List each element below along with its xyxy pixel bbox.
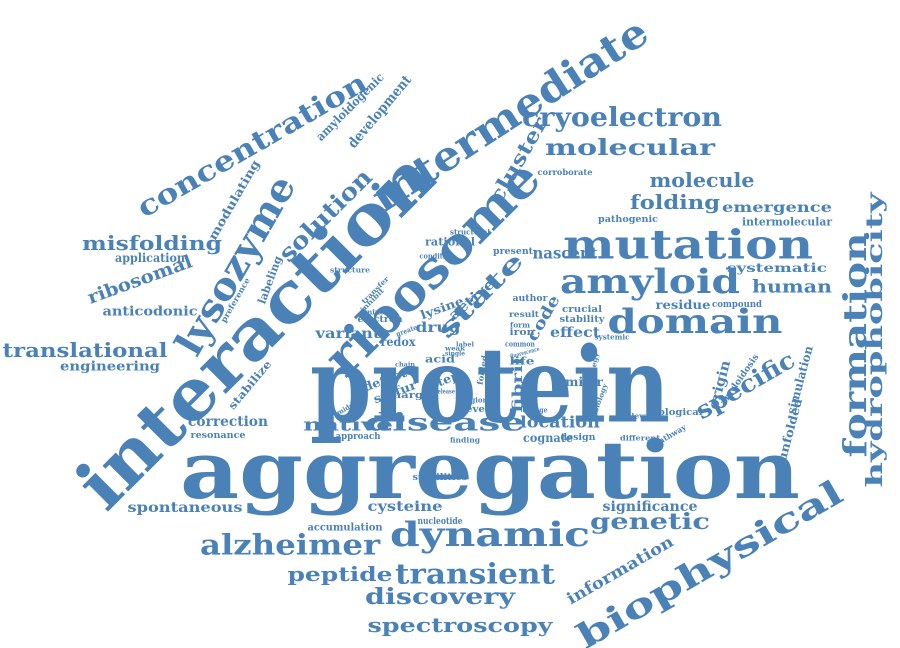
word-reveal: reveal — [461, 405, 497, 415]
word-common: common — [505, 340, 535, 349]
word-relevant: relevant — [623, 412, 659, 421]
word-peptide: peptide — [288, 562, 393, 586]
word-nascent: nascent — [533, 244, 599, 263]
word-release: release — [435, 389, 455, 396]
word-nucleotide: nucleotide — [418, 517, 463, 527]
word-accumulation: accumulation — [308, 523, 384, 534]
word-disease: disease — [365, 408, 525, 437]
word-pathogenic: pathogenic — [598, 215, 659, 225]
word-approach: approach — [336, 432, 381, 442]
word-structural: structural — [450, 228, 490, 237]
word-engineering: engineering — [60, 360, 160, 375]
word-single: single — [445, 351, 465, 358]
word-dynamic: dynamic — [390, 515, 590, 555]
word-charge: charge — [386, 391, 431, 401]
word-chain: chain — [395, 362, 416, 369]
word-mutation: mutation — [563, 222, 813, 269]
word-misfolding: misfolding — [82, 231, 222, 255]
word-different: different — [620, 434, 661, 443]
word-finding: finding — [450, 436, 480, 445]
word-amyloid: amyloid — [560, 262, 740, 302]
word-anticodonic: anticodonic — [103, 305, 198, 320]
word-stabilities: stabilities — [413, 473, 468, 483]
word-redox: redox — [381, 335, 417, 349]
word-intermolecular: intermolecular — [742, 216, 832, 229]
word-native: native — [303, 415, 393, 436]
word-alzheimer: alzheimer — [200, 529, 381, 562]
word-cloud-words: proteinaggregationinteractionribosomeint… — [3, 8, 889, 648]
word-hydrophobicity: hydrophobicity — [862, 191, 888, 488]
word-correction: correction — [188, 414, 268, 430]
word-acid: acid — [425, 355, 455, 366]
word-protein: protein — [310, 324, 670, 447]
word-label: label — [456, 342, 475, 349]
word-stability: stability — [560, 315, 606, 325]
word-formation: formation — [836, 233, 874, 458]
word-corroborate: corroborate — [538, 167, 593, 177]
word-systemic: systemic — [595, 333, 630, 342]
word-fibril: fibril — [510, 358, 526, 413]
word-condition: condition — [420, 252, 455, 261]
word-change: change — [523, 406, 548, 415]
word-folding: folding — [630, 190, 720, 214]
word-similar: similar — [553, 375, 604, 389]
word-resonance: resonance — [191, 431, 246, 441]
word-result: result — [509, 309, 539, 319]
word-cysteine: cysteine — [368, 499, 443, 515]
word-electron: electron — [358, 315, 403, 325]
word-emergence: emergence — [722, 200, 832, 216]
word-structure: structure — [330, 266, 371, 275]
word-systematic: systematic — [727, 261, 827, 275]
word-biological: biological — [648, 408, 704, 418]
word-present: present — [493, 247, 534, 257]
word-discovery: discovery — [365, 584, 517, 610]
word-cryoelectron: cryoelectron — [522, 103, 722, 133]
word-iron: iron — [510, 328, 536, 338]
word-molecule: molecule — [650, 168, 755, 192]
word-genetic: genetic — [590, 509, 710, 535]
word-location: location — [520, 413, 600, 432]
word-specific: specific — [690, 345, 800, 425]
word-author: author — [513, 294, 548, 304]
word-variant: variant — [314, 326, 381, 342]
word-mineral: mineral — [365, 308, 395, 317]
word-molecular: molecular — [545, 135, 716, 161]
word-significance: significance — [603, 499, 698, 515]
word-life: life — [510, 357, 535, 368]
word-cognate: cognate — [523, 431, 573, 445]
word-domain: domain — [608, 302, 783, 342]
word-form: form — [510, 321, 531, 330]
word-weak: weak — [444, 346, 466, 353]
word-translational: translational — [3, 338, 168, 362]
word-transient: transient — [395, 558, 555, 591]
word-application: application — [115, 251, 185, 265]
word-aggregation: aggregation — [180, 423, 800, 517]
word-spontaneous: spontaneous — [128, 500, 243, 516]
word-design: design — [561, 433, 596, 443]
word-rational: rational — [425, 236, 475, 249]
word-human: human — [752, 277, 832, 298]
word-effect: effect — [550, 325, 601, 341]
word-spectroscopy: spectroscopy — [368, 613, 555, 637]
word-compound: compound — [712, 300, 763, 310]
word-drug: drug — [416, 320, 461, 336]
word-residue: residue — [656, 298, 711, 312]
word-region: region — [463, 396, 488, 405]
word-crucial: crucial — [562, 305, 603, 315]
